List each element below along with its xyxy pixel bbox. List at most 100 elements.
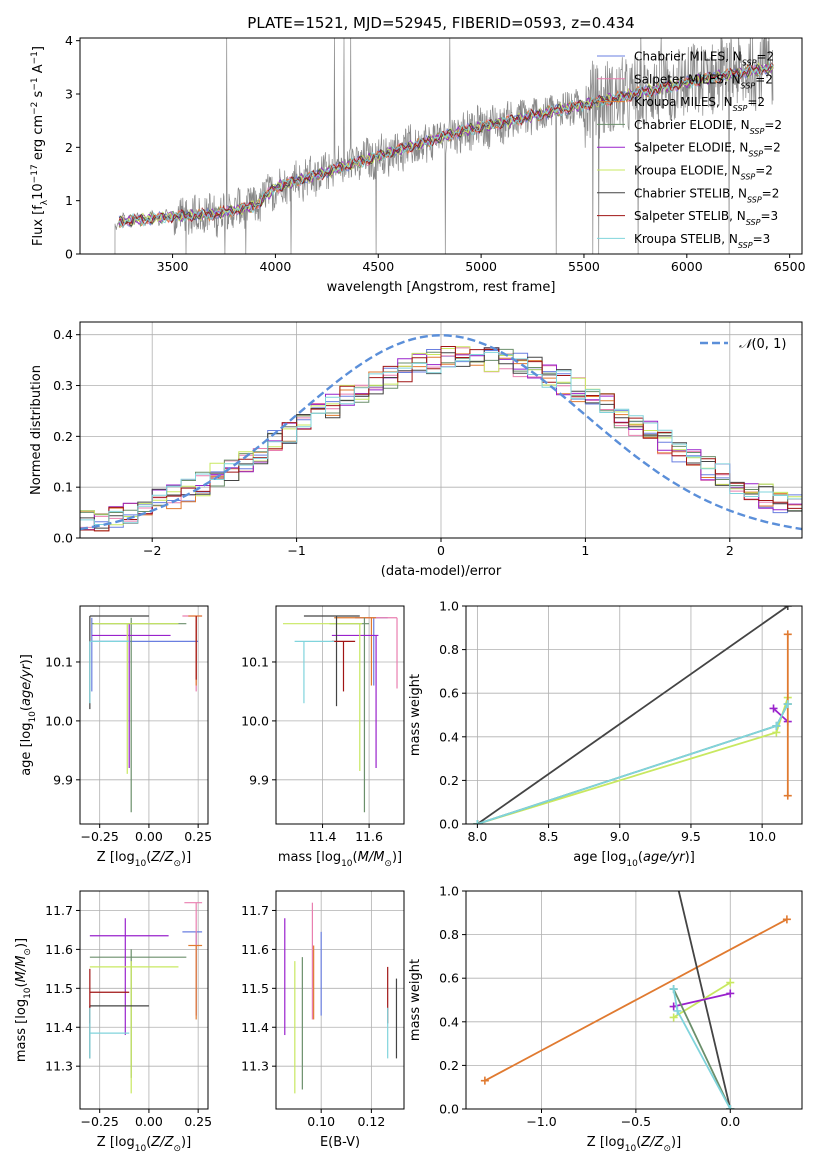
- x-tick-label: 6500: [774, 259, 806, 274]
- errorbar-point: [89, 949, 187, 1078]
- y-tick-label: 11.4: [45, 1020, 73, 1035]
- y-tick-label: 0.2: [439, 1058, 459, 1073]
- legend-label: Salpeter STELIB, NSSP=3: [634, 209, 778, 227]
- y-tick-label: 0.2: [439, 773, 459, 788]
- errorbar-point: [91, 623, 171, 769]
- y-axis-label: mass [log10(M/M⊙)]: [14, 938, 33, 1062]
- chart-title: PLATE=1521, MJD=52945, FIBERID=0593, z=0…: [247, 14, 634, 32]
- panel-mass-EBV: 0.10 0.12 11.3 11.4 11.5 11.6 11.7 E(B-V): [241, 890, 405, 1150]
- weight-marker: [769, 704, 778, 713]
- axes-frame: [79, 890, 209, 1110]
- spectrum-model-line: [118, 61, 774, 228]
- weight-marker: [782, 915, 791, 924]
- x-tick-label: −0.25: [81, 829, 119, 844]
- weight-line: [477, 703, 789, 824]
- weight-line: [476, 606, 789, 824]
- panel-residuals: −2 −1 0 1 2 0.0 0.1 0.2 0.3 0.4 𝒩(0, 1) (data-model…: [29, 321, 803, 579]
- y-tick-label: 0.0: [53, 531, 73, 546]
- axes-frame: [275, 605, 405, 825]
- histogram-step: [80, 346, 802, 532]
- errorbar-point: [184, 902, 203, 1016]
- y-tick-label: 11.7: [45, 903, 73, 918]
- y-axis-label: mass weight: [408, 674, 423, 756]
- x-axis-label: (data-model)/error: [381, 564, 502, 579]
- legend-label: Chabrier ELODIE, NSSP=2: [634, 118, 782, 136]
- y-tick-label: 3: [65, 87, 73, 102]
- y-tick-label: 11.3: [241, 1059, 269, 1074]
- panel-massweight-Z: −1.0 −0.5 0.0 0.0 0.2 0.4 0.6 0.8 1.0 Z [log10(Z/…: [408, 865, 803, 1154]
- weight-marker: [669, 1013, 678, 1022]
- y-tick-label: 11.3: [45, 1059, 73, 1074]
- x-axis-label: mass [log10(M/M⊙)]: [278, 850, 402, 869]
- x-tick-label: 10.0: [748, 829, 776, 844]
- x-tick-label: 11.6: [355, 829, 383, 844]
- x-axis-label: age [log10(age/yr)]: [573, 850, 695, 869]
- plot-area: [480, 865, 791, 1109]
- weight-marker: [726, 1105, 735, 1109]
- x-tick-label: 0.00: [135, 1114, 163, 1129]
- y-tick-label: 1.0: [439, 599, 459, 614]
- y-tick-label: 1.0: [439, 884, 459, 899]
- y-tick-label: 10.1: [45, 654, 73, 669]
- y-tick-label: 1: [65, 193, 73, 208]
- errorbar-point: [91, 617, 199, 692]
- legend-label: Kroupa ELODIE, NSSP=2: [634, 164, 773, 182]
- axes-frame: [465, 605, 803, 825]
- y-tick-label: 2: [65, 140, 73, 155]
- y-tick-label: 0.8: [439, 927, 459, 942]
- errorbar-point: [89, 1007, 130, 1059]
- weight-line: [672, 988, 732, 1109]
- y-tick-label: 0.0: [439, 1102, 459, 1117]
- x-tick-label: 5500: [568, 259, 600, 274]
- y-tick-label: 10.0: [241, 713, 269, 728]
- legend: 𝒩(0, 1): [700, 337, 786, 352]
- x-axis-label: E(B-V): [320, 1135, 360, 1150]
- y-tick-label: 0.2: [53, 429, 73, 444]
- weight-line: [484, 918, 788, 1082]
- x-tick-label: −1: [287, 543, 305, 558]
- plot-area: [89, 615, 203, 813]
- y-tick-label: 0.8: [439, 642, 459, 657]
- x-tick-label: 0.0: [720, 1114, 740, 1129]
- y-tick-label: 11.5: [45, 981, 73, 996]
- axes-frame: [275, 890, 405, 1110]
- errorbar-point: [182, 615, 203, 692]
- weight-line: [673, 992, 731, 1008]
- x-tick-label: 0.12: [357, 1114, 385, 1129]
- plot-area: [89, 902, 203, 1094]
- y-axis-label: Normed distribution: [29, 365, 44, 495]
- panel-mass-Z: −0.25 0.00 0.25 11.3 11.4 11.5 11.6 11.7 Z [log1…: [14, 890, 212, 1154]
- weight-marker: [783, 791, 792, 800]
- weight-marker: [473, 820, 482, 824]
- weight-marker: [726, 989, 735, 998]
- errorbar-point: [329, 617, 370, 813]
- x-tick-label: −0.25: [81, 1114, 119, 1129]
- weight-marker: [673, 1006, 682, 1015]
- y-tick-label: 10.0: [45, 713, 73, 728]
- x-tick-label: −0.5: [621, 1114, 651, 1129]
- axes-frame: [79, 605, 209, 825]
- legend-label: Kroupa MILES, NSSP=2: [634, 95, 765, 113]
- legend-label: Salpeter MILES, NSSP=2: [634, 72, 773, 90]
- errorbar-point: [93, 623, 179, 774]
- weight-marker: [669, 985, 678, 994]
- errorbar-point: [303, 615, 360, 707]
- weight-marker: [783, 700, 792, 709]
- y-tick-label: 0.4: [439, 729, 459, 744]
- x-tick-label: 8.5: [539, 829, 559, 844]
- x-axis-label: wavelength [Angstrom, rest frame]: [327, 280, 556, 295]
- y-tick-label: 10.1: [241, 654, 269, 669]
- weight-marker: [670, 865, 678, 873]
- y-tick-label: 11.6: [241, 942, 269, 957]
- plot-area: [114, 38, 774, 254]
- errorbar-point: [331, 640, 356, 692]
- weight-marker: [783, 606, 792, 610]
- x-axis-label: Z [log10(Z/Z⊙)]: [97, 850, 191, 869]
- errorbar-point: [334, 617, 377, 686]
- panel-massweight-age: 8.0 8.5 9.0 9.5 10.0 0.0 0.2 0.4 0.6 0.8 1.0 age [l…: [408, 599, 803, 869]
- legend-label: Chabrier MILES, NSSP=2: [634, 50, 774, 68]
- errorbar-point: [89, 918, 169, 1036]
- axes-frame: [465, 890, 803, 1110]
- x-axis-label: Z [log10(Z/Z⊙)]: [587, 1135, 681, 1154]
- x-tick-label: 0.10: [307, 1114, 335, 1129]
